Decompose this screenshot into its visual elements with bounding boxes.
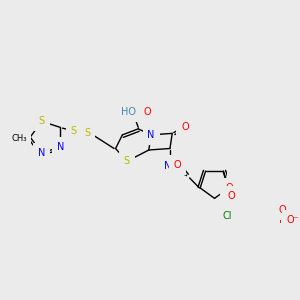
Text: O: O (228, 191, 236, 201)
Text: S: S (39, 116, 45, 126)
Text: S: S (84, 128, 91, 138)
Text: Cl: Cl (223, 211, 232, 220)
Text: O: O (143, 107, 151, 117)
Text: N: N (279, 215, 286, 225)
Text: NH: NH (164, 161, 179, 171)
Text: O: O (181, 122, 189, 132)
Text: S: S (71, 126, 77, 136)
Text: O⁻: O⁻ (287, 215, 299, 225)
Text: O: O (279, 205, 286, 215)
Text: O: O (174, 160, 181, 170)
Text: N: N (147, 130, 155, 140)
Text: N: N (57, 142, 64, 152)
Text: O: O (225, 183, 233, 193)
Text: CH₃: CH₃ (11, 134, 27, 143)
Text: HO: HO (121, 107, 136, 117)
Text: N: N (38, 148, 45, 158)
Text: S: S (124, 156, 130, 166)
